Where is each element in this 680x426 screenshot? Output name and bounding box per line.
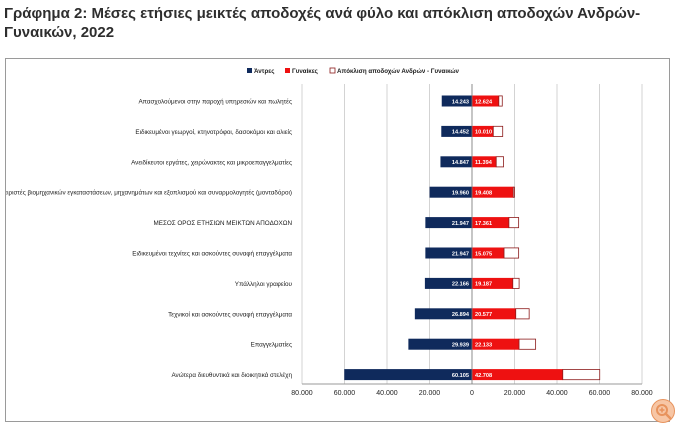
men-value-label: 14.847 [452,160,469,166]
women-value-label: 19.187 [475,282,492,288]
gap-bar [495,156,504,168]
category-label: Ανώτερα διευθυντικά και διοικητικά στελέ… [171,371,292,379]
gap-bar [515,308,530,320]
chart-title: Γράφημα 2: Μέσες ετήσιες μεικτές αποδοχέ… [4,5,641,41]
women-bar [472,338,520,350]
women-value-label: 17.361 [475,221,492,227]
x-tick-label: 20.000 [504,390,526,397]
x-tick-label: 80.000 [291,390,313,397]
men-value-label: 29.939 [452,343,469,349]
women-value-label: 42.708 [475,373,492,379]
x-tick-label: 60.000 [334,390,356,397]
men-bar [424,277,472,289]
legend-label: Γυναίκες [292,68,318,75]
women-bar [472,125,494,137]
women-value-label: 12.624 [475,99,493,105]
women-bar [472,186,514,198]
women-bar [472,308,516,320]
women-bar [472,369,563,381]
men-value-label: 14.452 [452,130,469,136]
gap-bar [512,277,520,289]
gap-bar [562,369,601,381]
gap-bar [512,186,515,198]
category-label: Επαγγελματίες [251,341,292,349]
women-bar [472,277,513,289]
x-tick-label: 20.000 [419,390,441,397]
x-tick-label: 0 [470,390,474,397]
x-tick-label: 60.000 [589,390,611,397]
category-label: Ειδικευμένοι γεωργοί, κτηνοτρόφοι, δασοκ… [135,128,292,136]
men-bar [425,247,472,259]
women-value-label: 15.075 [475,251,492,257]
category-label: Ειδικευμένοι τεχνίτες και ασκούντες συνα… [132,250,292,258]
bar-chart: 80.000 60.000 40.000 20.000 0 20.000 40.000 60.… [6,67,653,397]
gap-bar [508,217,520,229]
category-label: Απασχολούμενοι στην παροχή υπηρεσιών και… [138,98,292,106]
men-value-label: 26.894 [452,312,470,318]
gap-bar [503,247,520,259]
men-bar [429,186,472,198]
men-bar [425,217,472,229]
chart-frame: 80.000 60.000 40.000 20.000 0 20.000 40.000 60.… [5,58,670,422]
gap-bar [518,338,537,350]
women-value-label: 22.133 [475,343,492,349]
x-tick-label: 40.000 [376,390,398,397]
gap-bar [492,125,504,137]
men-value-label: 21.947 [452,221,469,227]
x-tick-label: 80.000 [631,390,653,397]
women-value-label: 10.010 [475,130,492,136]
category-label: Τεχνικοί και ασκούντες συναφή επαγγέλματ… [168,310,292,318]
women-bar [472,217,509,229]
legend-marker-women [285,68,290,73]
category-label: ΜΕΣΟΣ ΟΡΟΣ ΕΤΗΣΙΩΝ ΜΕΙΚΤΩΝ ΑΠΟΔΟΧΩΝ [154,220,293,227]
men-bar [344,369,472,381]
men-bar [408,338,472,350]
men-value-label: 14.243 [452,99,469,105]
legend-label: Άντρες [254,68,274,75]
men-value-label: 60.105 [452,373,469,379]
women-value-label: 20.577 [475,312,492,318]
legend-label: Απόκλιση αποδοχών Ανδρών - Γυναικών [337,68,460,75]
men-value-label: 19.960 [452,191,469,197]
women-bar [472,156,497,168]
category-label: Υπάλληλοι γραφείου [235,280,293,288]
men-bar [441,95,472,107]
men-value-label: 22.166 [452,282,469,288]
men-bar [414,308,472,320]
men-bar [441,125,472,137]
men-bar [440,156,472,168]
women-bar [472,247,505,259]
women-bar [472,95,499,107]
legend-marker-men [247,68,252,73]
legend-marker-gap [329,67,336,74]
category-label: Χειριστές βιομηχανικών εγκαταστάσεων, μη… [6,189,292,197]
women-value-label: 11.394 [475,160,493,166]
women-value-label: 19.408 [475,191,492,197]
x-tick-label: 40.000 [546,390,568,397]
category-label: Ανειδίκευτοι εργάτες, χειρώνακτες και μι… [131,158,292,166]
gap-bar [498,95,503,107]
zoom-in-icon[interactable] [651,399,675,423]
men-value-label: 21.947 [452,251,469,257]
